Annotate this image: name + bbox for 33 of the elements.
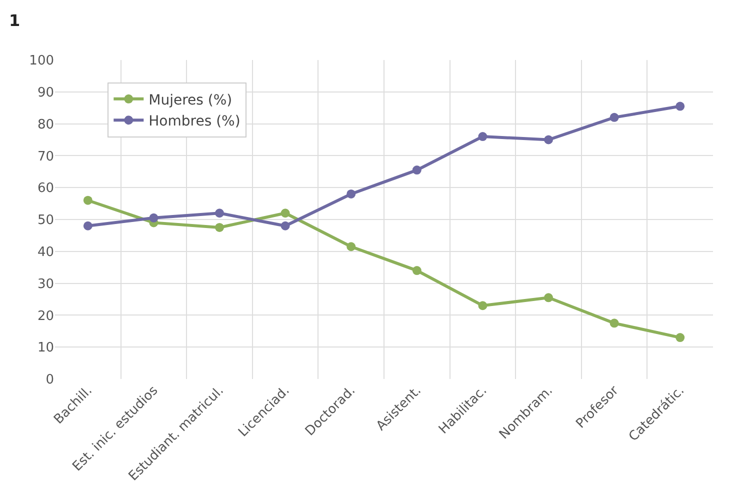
point bbox=[280, 221, 290, 230]
point bbox=[280, 208, 290, 218]
point bbox=[544, 293, 553, 302]
point bbox=[676, 333, 685, 342]
y-tick-label: 60 bbox=[37, 181, 54, 196]
point bbox=[83, 196, 92, 205]
y-tick-label: 100 bbox=[29, 54, 54, 69]
y-tick-label: 70 bbox=[37, 149, 54, 164]
y-tick-label: 80 bbox=[37, 117, 54, 132]
y-tick-label: 20 bbox=[37, 308, 54, 324]
y-tick-label: 30 bbox=[37, 276, 54, 292]
y-tick-label: 10 bbox=[37, 340, 54, 356]
point bbox=[610, 318, 619, 328]
point bbox=[676, 102, 685, 111]
y-tick-label: 40 bbox=[37, 244, 54, 260]
point bbox=[215, 208, 224, 218]
point bbox=[544, 135, 553, 144]
chart-title: 1 bbox=[9, 11, 20, 30]
point bbox=[412, 266, 422, 276]
point bbox=[610, 112, 619, 122]
point bbox=[149, 213, 158, 222]
point bbox=[346, 242, 356, 252]
point bbox=[478, 301, 488, 310]
y-tick-label: 0 bbox=[46, 372, 54, 388]
legend-label: Mujeres (%) bbox=[148, 92, 232, 108]
legend-label: Hombres (%) bbox=[148, 114, 240, 130]
point bbox=[478, 132, 488, 142]
point bbox=[215, 222, 224, 232]
point bbox=[346, 189, 356, 198]
point bbox=[412, 166, 422, 175]
point bbox=[83, 221, 92, 230]
y-tick-label: 90 bbox=[37, 85, 54, 100]
y-tick-label: 50 bbox=[37, 213, 54, 228]
